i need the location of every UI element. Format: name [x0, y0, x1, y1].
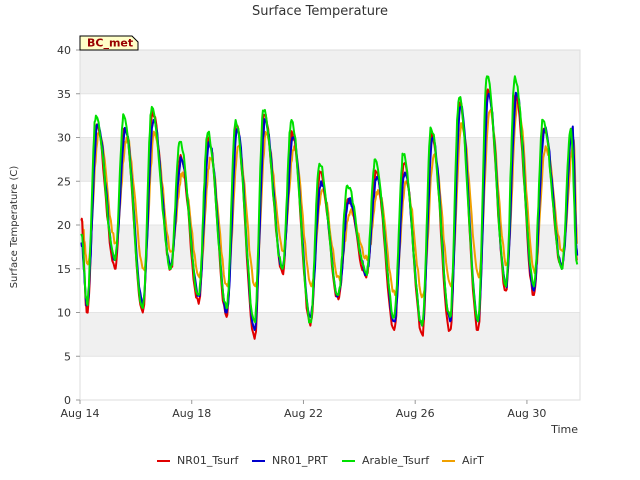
y-tick-label: 15 [57, 263, 71, 276]
series-lines [80, 75, 579, 340]
y-tick-label: 0 [64, 394, 71, 407]
x-axis-title: Time [550, 423, 578, 436]
grid-band [80, 312, 580, 357]
grid-band [80, 268, 580, 313]
y-tick-label: 25 [57, 175, 71, 188]
x-axis: Aug 14 Aug 18 Aug 22 Aug 26 Aug 30 [61, 400, 546, 420]
grid-band [80, 356, 580, 400]
y-tick-label: 5 [64, 350, 71, 363]
legend-item: NR01_Tsurf [157, 454, 239, 467]
chart-title: Surface Temperature [252, 4, 388, 19]
legend-label: Arable_Tsurf [362, 454, 430, 467]
grid-band [80, 50, 580, 94]
x-tick-label: Aug 30 [507, 407, 546, 420]
legend-item: AirT [442, 454, 484, 467]
series-line-arable-tsurf [80, 75, 579, 327]
legend-label: NR01_Tsurf [177, 454, 239, 467]
x-tick-label: Aug 14 [61, 407, 100, 420]
x-tick-label: Aug 18 [172, 407, 211, 420]
legend: NR01_Tsurf NR01_PRT Arable_Tsurf AirT [157, 454, 484, 467]
site-tag-box [79, 35, 139, 51]
y-tick-label: 30 [57, 132, 71, 145]
grid-bands [80, 50, 580, 401]
site-tag: BC_met [79, 35, 139, 51]
y-tick-label: 20 [57, 219, 71, 232]
grid-band [80, 181, 580, 225]
y-axis-title: Surface Temperature (C) [9, 166, 20, 289]
y-tick-label: 35 [57, 88, 71, 101]
y-tick-label: 10 [57, 307, 71, 320]
legend-item: Arable_Tsurf [342, 454, 430, 467]
site-tag-label: BC_met [87, 37, 133, 50]
y-tick-label: 40 [57, 44, 71, 57]
legend-label: NR01_PRT [272, 454, 328, 467]
legend-label: AirT [462, 454, 484, 467]
grid-band [80, 93, 580, 138]
legend-item: NR01_PRT [252, 454, 328, 467]
y-axis: 0 5 10 15 20 25 30 35 40 [57, 44, 80, 407]
x-tick-label: Aug 26 [396, 407, 435, 420]
grid-band [80, 137, 580, 182]
x-tick-label: Aug 22 [284, 407, 323, 420]
